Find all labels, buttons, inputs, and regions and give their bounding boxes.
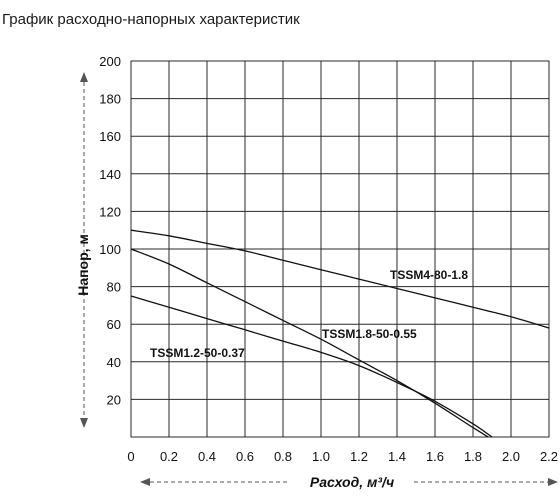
curves	[130, 229, 550, 438]
x-axis-arrow-head-right	[548, 478, 558, 486]
x-axis-arrow-head-left	[140, 478, 150, 486]
y-tick-label: 180	[99, 92, 121, 107]
chart-title: График расходно-напорных характеристик	[2, 11, 300, 28]
y-axis-label: Напор, м	[75, 234, 91, 296]
curve-series-0	[130, 229, 550, 329]
curve-series-2	[130, 295, 493, 438]
y-tick-label: 120	[99, 204, 121, 219]
x-tick-label: 0.2	[160, 449, 178, 464]
series-label-1: TSSM1.8-50-0.55	[322, 327, 417, 341]
y-tick-label: 80	[107, 280, 121, 295]
y-axis-arrow-head-down	[80, 418, 88, 428]
y-axis-arrow	[80, 72, 88, 428]
y-axis-ticks: 20 40 60 80 100 120 140 160 180 200	[99, 54, 121, 407]
y-tick-label: 100	[99, 242, 121, 257]
x-axis-ticks: 0 0.2 0.4 0.6 0.8 1.0 1.2 1.4 1.6 1.8 2.0 2.2	[127, 449, 558, 464]
x-tick-label: 1.8	[464, 449, 482, 464]
x-tick-label: 0.8	[274, 449, 292, 464]
y-tick-label: 40	[107, 355, 121, 370]
x-tick-label: 2.0	[502, 449, 520, 464]
curve-series-1	[130, 248, 489, 438]
x-tick-label: 1.2	[350, 449, 368, 464]
series-label-0: TSSM4-80-1.8	[390, 268, 468, 282]
x-tick-label: 0.4	[198, 449, 216, 464]
y-tick-label: 200	[99, 54, 121, 69]
x-axis-label: Расход, м³/ч	[310, 474, 394, 490]
y-axis-arrow-head-up	[80, 72, 88, 82]
x-tick-label: 0	[127, 449, 134, 464]
y-tick-label: 60	[107, 317, 121, 332]
series-labels: TSSM4-80-1.8 TSSM1.8-50-0.55 TSSM1.2-50-0.…	[150, 268, 468, 360]
x-tick-label: 1.6	[426, 449, 444, 464]
y-tick-label: 140	[99, 167, 121, 182]
series-label-2: TSSM1.2-50-0.37	[150, 346, 245, 360]
x-tick-label: 2.2	[540, 449, 558, 464]
x-tick-label: 1.4	[388, 449, 406, 464]
x-axis-arrow	[140, 478, 558, 486]
x-tick-label: 1.0	[312, 449, 330, 464]
x-tick-label: 0.6	[236, 449, 254, 464]
chart-grid	[130, 60, 550, 438]
y-tick-label: 20	[107, 392, 121, 407]
y-tick-label: 160	[99, 129, 121, 144]
